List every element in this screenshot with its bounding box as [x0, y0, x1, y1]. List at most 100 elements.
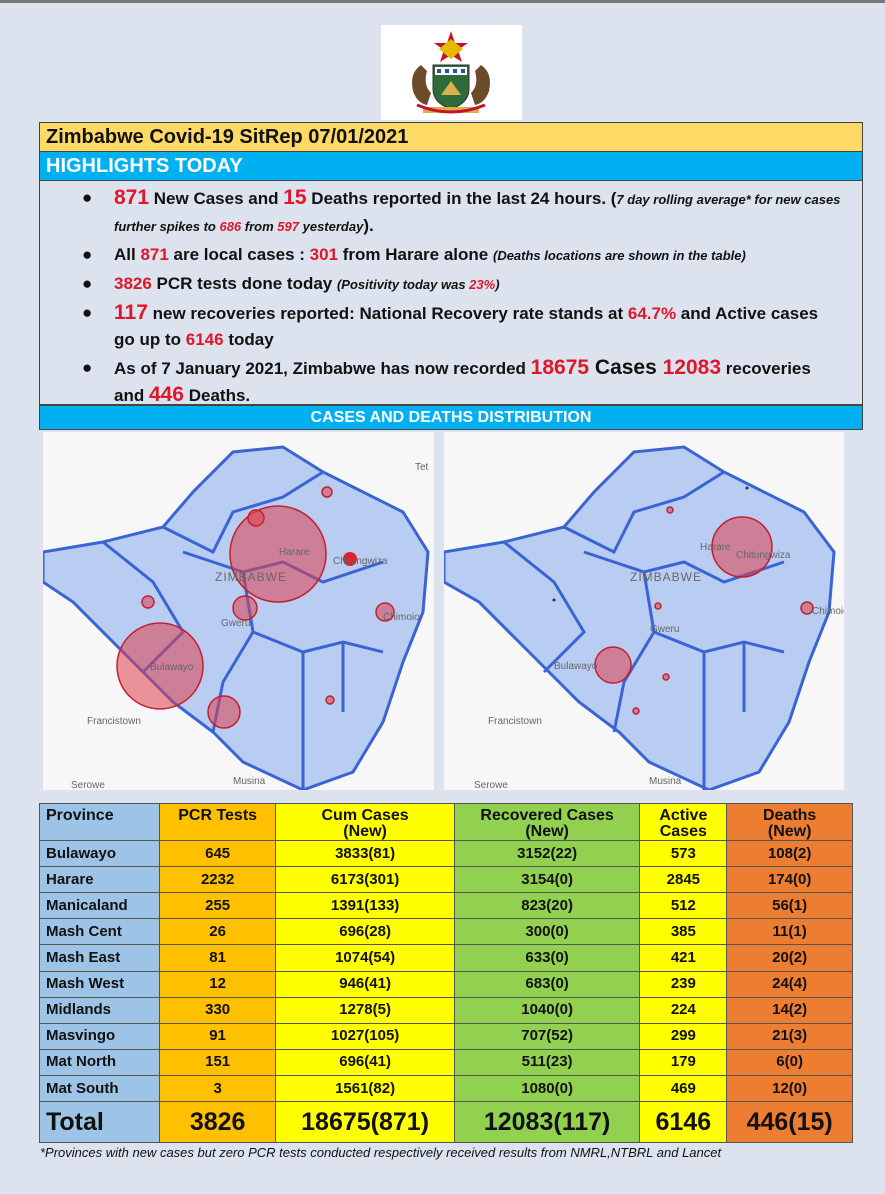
total-rec: 12083(117): [453, 1101, 641, 1143]
bullet-icon: ●: [82, 188, 93, 207]
bullet-icon: ●: [82, 245, 93, 264]
map-label-bulawayo: Bulawayo: [554, 661, 598, 672]
cell-province: Bulawayo: [39, 839, 160, 868]
bullet-icon: ●: [82, 358, 93, 377]
cell-active: 512: [639, 892, 728, 920]
cell-deaths: 11(1): [726, 918, 853, 946]
map-label-chimoio: Chimoio: [383, 612, 420, 623]
cell-cum: 3833(81): [275, 839, 455, 868]
highlight-item: ● All 871 are local cases : 301 from Har…: [82, 242, 842, 269]
cases-map: Tet Harare Chitungwiza ZIMBABWE Gweru Bu…: [43, 432, 434, 790]
map-label-harare: Harare: [279, 547, 310, 558]
cell-active: 385: [639, 918, 728, 946]
table-row: Bulawayo 645 3833(81) 3152(22) 573 108(2): [39, 839, 853, 868]
cell-active: 224: [639, 996, 728, 1024]
cell-active: 299: [639, 1022, 728, 1050]
cell-province: Mash Cent: [39, 918, 160, 946]
table-row: Midlands 330 1278(5) 1040(0) 224 14(2): [39, 996, 853, 1024]
cell-deaths: 174(0): [726, 866, 853, 894]
footnote: *Provinces with new cases but zero PCR t…: [40, 1145, 722, 1160]
cell-cum: 1027(105): [275, 1022, 455, 1050]
cell-pcr: 255: [158, 892, 277, 920]
cell-pcr: 3: [158, 1074, 277, 1103]
map-label-francistown: Francistown: [488, 716, 542, 727]
cell-deaths: 56(1): [726, 892, 853, 920]
cell-cum: 6173(301): [275, 866, 455, 894]
distribution-heading: CASES AND DEATHS DISTRIBUTION: [39, 405, 863, 430]
cell-active: 179: [639, 1048, 728, 1076]
cell-deaths: 21(3): [726, 1022, 853, 1050]
table-row: Manicaland 255 1391(133) 823(20) 512 56(1): [39, 892, 853, 920]
table-row: Harare 2232 6173(301) 3154(0) 2845 174(0): [39, 866, 853, 894]
cell-cum: 696(41): [275, 1048, 455, 1076]
cell-pcr: 151: [158, 1048, 277, 1076]
map-label-serowe: Serowe: [474, 780, 508, 790]
cell-province: Harare: [39, 866, 160, 894]
death-bubbles: [594, 506, 814, 715]
cell-province: Manicaland: [39, 892, 160, 920]
coat-of-arms-icon: [381, 25, 522, 120]
col-province: Province: [39, 803, 160, 841]
cell-cum: 1561(82): [275, 1074, 455, 1103]
province-table: Province PCR Tests Cum Cases (New) Recove…: [39, 803, 853, 1143]
highlights-heading: HIGHLIGHTS TODAY: [39, 152, 863, 181]
cell-active: 239: [639, 970, 728, 998]
cell-deaths: 12(0): [726, 1074, 853, 1103]
table-header-row: Province PCR Tests Cum Cases (New) Recove…: [39, 803, 853, 841]
cell-deaths: 14(2): [726, 996, 853, 1024]
cell-rec: 823(20): [453, 892, 641, 920]
cell-pcr: 81: [158, 944, 277, 972]
table-row: Mash East 81 1074(54) 633(0) 421 20(2): [39, 944, 853, 972]
total-deaths: 446(15): [726, 1101, 853, 1143]
cell-rec: 1040(0): [453, 996, 641, 1024]
cell-active: 2845: [639, 866, 728, 894]
total-province: Total: [39, 1101, 160, 1143]
cell-deaths: 20(2): [726, 944, 853, 972]
cell-rec: 3154(0): [453, 866, 641, 894]
cell-active: 421: [639, 944, 728, 972]
highlight-item: ● 3826 PCR tests done today (Positivity …: [82, 271, 842, 298]
cell-pcr: 12: [158, 970, 277, 998]
cell-pcr: 330: [158, 996, 277, 1024]
cell-rec: 300(0): [453, 918, 641, 946]
cell-pcr: 2232: [158, 866, 277, 894]
cell-rec: 1080(0): [453, 1074, 641, 1103]
total-pcr: 3826: [158, 1101, 277, 1143]
map-label-harare: Harare: [700, 542, 731, 553]
cell-deaths: 24(4): [726, 970, 853, 998]
total-active: 6146: [639, 1101, 728, 1143]
cell-cum: 696(28): [275, 918, 455, 946]
cell-province: Mat North: [39, 1048, 160, 1076]
table-row: Mash Cent 26 696(28) 300(0) 385 11(1): [39, 918, 853, 946]
col-cum-cases: Cum Cases (New): [275, 803, 455, 841]
map-label-gweru: Gweru: [221, 618, 250, 629]
map-label-bulawayo: Bulawayo: [150, 662, 194, 673]
cell-deaths: 6(0): [726, 1048, 853, 1076]
case-bubbles: [116, 486, 395, 729]
cell-pcr: 645: [158, 839, 277, 868]
table-row: Mat North 151 696(41) 511(23) 179 6(0): [39, 1048, 853, 1076]
cell-rec: 683(0): [453, 970, 641, 998]
cell-province: Midlands: [39, 996, 160, 1024]
highlights-box: ● 871 New Cases and 15 Deaths reported i…: [39, 181, 863, 406]
cell-active: 573: [639, 839, 728, 868]
cell-active: 469: [639, 1074, 728, 1103]
map-label-tet: Tet: [415, 462, 429, 473]
map-label-zimbabwe: ZIMBABWE: [630, 570, 702, 584]
map-label-gweru: Gweru: [650, 624, 679, 635]
map-label-francistown: Francistown: [87, 716, 141, 727]
cell-deaths: 108(2): [726, 839, 853, 868]
map-label-zimbabwe: ZIMBABWE: [215, 570, 287, 584]
col-pcr-tests: PCR Tests: [158, 803, 277, 841]
cell-cum: 946(41): [275, 970, 455, 998]
table-total-row: Total 3826 18675(871) 12083(117) 6146 446(15): [39, 1101, 853, 1143]
highlight-item: ● 117 new recoveries reported: National …: [82, 301, 819, 349]
report-title: Zimbabwe Covid-19 SitRep 07/01/2021: [39, 122, 863, 152]
map-label-chitungwiza: Chitungwiza: [736, 550, 791, 561]
map-label-chitungwiza: Chitungwiza: [333, 556, 388, 567]
col-active-cases: Active Cases: [639, 803, 728, 841]
highlight-item: ● 871 New Cases and 15 Deaths reported i…: [82, 186, 841, 235]
cell-cum: 1391(133): [275, 892, 455, 920]
cell-province: Mat South: [39, 1074, 160, 1103]
table-row: Mash West 12 946(41) 683(0) 239 24(4): [39, 970, 853, 998]
